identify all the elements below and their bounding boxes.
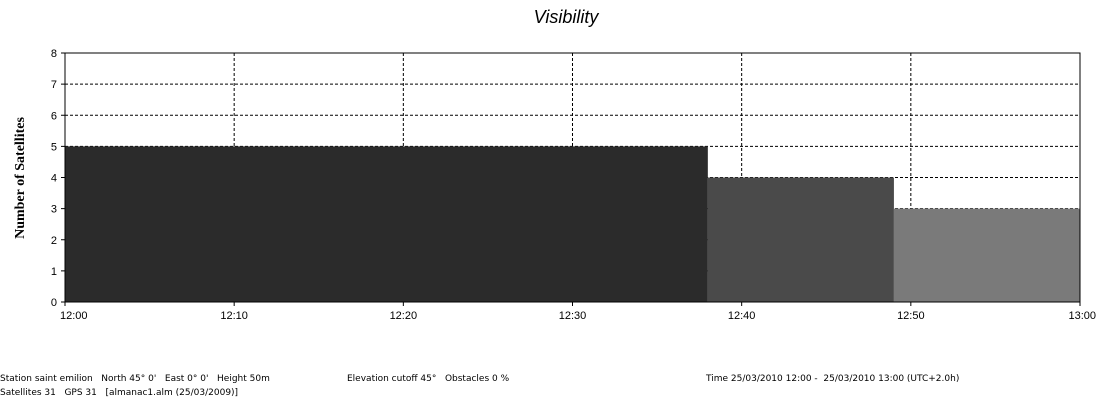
y-axis-label: Number of Satellites <box>13 117 28 239</box>
x-axis-ticks: 12:00 12:10 12:20 12:30 12:40 12:50 13:00 <box>60 302 1096 322</box>
x-tick-label-3: 12:30 <box>559 310 587 322</box>
x-tick-label-2: 12:20 <box>390 310 418 322</box>
elevation-info: Elevation cutoff 45° Obstacles 0 % <box>347 374 510 384</box>
y-tick-label-6: 6 <box>51 110 57 122</box>
chart-title: Visibility <box>534 7 600 27</box>
satellites-info: Satellites 31 GPS 31 [almanac1.alm (25/0… <box>0 388 239 398</box>
y-tick-label-3: 3 <box>51 204 57 216</box>
y-tick-label-4: 4 <box>51 173 57 185</box>
y-tick-label-8: 8 <box>51 48 57 60</box>
y-tick-label-7: 7 <box>51 79 57 91</box>
station-info: Station saint emilion North 45° 0' East … <box>0 374 270 384</box>
time-range-info: Time 25/03/2010 12:00 - 25/03/2010 13:00… <box>706 374 960 384</box>
y-axis-ticks: 0 1 2 3 4 5 6 7 8 <box>51 48 65 309</box>
segment-1: 12:38 - 12:49: 4 <box>707 177 894 302</box>
y-tick-label-2: 2 <box>51 235 57 247</box>
segment-0: 12:00 - 12:38: 5 <box>65 146 708 302</box>
x-tick-label-5: 12:50 <box>897 310 925 322</box>
y-tick-label-0: 0 <box>51 297 57 309</box>
x-tick-label-1: 12:10 <box>220 310 248 322</box>
y-tick-label-5: 5 <box>51 141 57 153</box>
x-tick-label-6: 13:00 <box>1068 310 1096 322</box>
visibility-segments: 12:00 - 12:38: 512:38 - 12:49: 412:49 - … <box>65 146 1080 302</box>
x-tick-label-0: 12:00 <box>60 310 88 322</box>
segment-2: 12:49 - 13:00: 3 <box>893 208 1080 302</box>
x-tick-label-4: 12:40 <box>728 310 756 322</box>
y-tick-label-1: 1 <box>51 266 57 278</box>
